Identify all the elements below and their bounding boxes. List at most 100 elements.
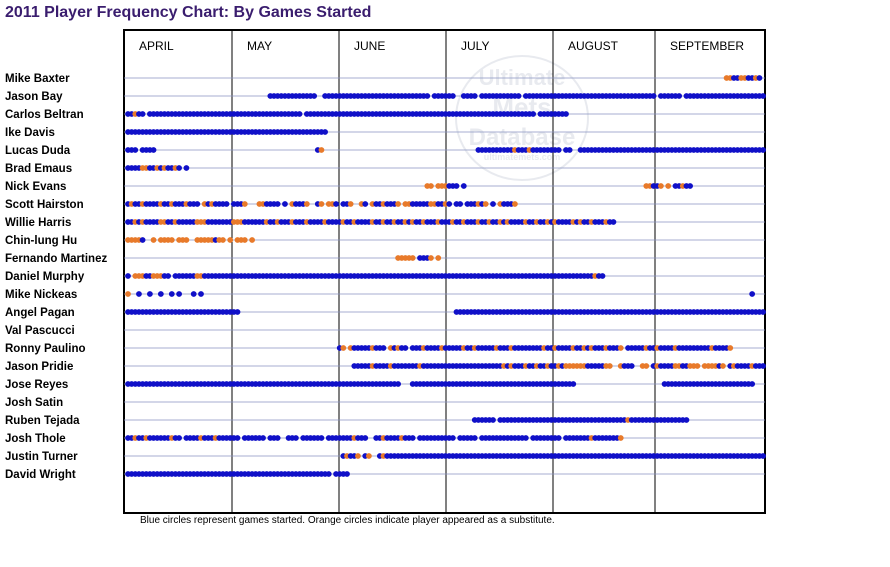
game-substitute-dot	[355, 453, 361, 459]
game-substitute-dot	[409, 255, 416, 261]
game-started-dot	[344, 471, 350, 477]
game-substitute-dot	[241, 237, 248, 243]
month-label-august: AUGUST	[568, 39, 619, 53]
game-started-dot	[157, 291, 164, 297]
player-label: Carlos Beltran	[5, 109, 84, 121]
player-label: Josh Satin	[5, 397, 63, 409]
game-started-dot	[139, 237, 146, 243]
game-started-dot	[563, 111, 569, 117]
game-started-dot	[449, 93, 456, 99]
game-started-dot	[628, 363, 635, 369]
player-games-row	[125, 471, 350, 477]
game-started-dot	[530, 111, 537, 117]
game-started-dot	[555, 147, 562, 153]
player-label: Fernando Martinez	[5, 253, 107, 265]
game-started-dot	[234, 435, 241, 441]
game-started-dot	[274, 201, 281, 207]
game-started-dot	[311, 93, 318, 99]
game-started-dot	[760, 93, 766, 99]
player-label: Ronny Paulino	[5, 343, 86, 355]
month-label-september: SEPTEMBER	[670, 39, 744, 53]
game-started-dot	[318, 435, 325, 441]
game-started-dot	[676, 93, 683, 99]
game-substitute-dot	[183, 237, 190, 243]
game-started-dot	[566, 147, 573, 153]
game-started-dot	[471, 435, 478, 441]
game-started-dot	[362, 435, 369, 441]
game-started-dot	[333, 201, 339, 207]
game-started-dot	[760, 309, 766, 315]
game-substitute-dot	[318, 147, 325, 153]
game-started-dot	[190, 291, 197, 297]
player-games-row	[125, 165, 190, 171]
game-started-dot	[687, 183, 693, 189]
game-substitute-dot	[366, 453, 372, 459]
player-label: Justin Turner	[5, 451, 78, 463]
player-label: Jose Reyes	[5, 379, 68, 391]
month-label-april: APRIL	[139, 39, 174, 53]
game-started-dot	[749, 381, 756, 387]
game-substitute-dot	[249, 237, 256, 243]
game-started-dot	[409, 435, 416, 441]
game-started-dot	[424, 93, 431, 99]
game-started-dot	[683, 417, 690, 423]
month-label-may: MAY	[247, 39, 272, 53]
game-started-dot	[282, 201, 288, 207]
game-started-dot	[522, 435, 529, 441]
game-started-dot	[650, 93, 657, 99]
game-started-dot	[610, 219, 617, 225]
game-started-dot	[132, 147, 139, 153]
game-started-dot	[471, 93, 478, 99]
player-games-row	[125, 381, 756, 387]
game-substitute-dot	[617, 345, 624, 351]
player-games-row	[125, 111, 569, 117]
player-label: Mike Baxter	[5, 73, 70, 85]
player-label: Jason Pridie	[5, 361, 73, 373]
game-substitute-dot	[125, 291, 131, 297]
game-substitute-dot	[428, 255, 434, 261]
player-games-row	[125, 273, 606, 279]
player-games-row	[267, 93, 766, 99]
player-label: Daniel Murphy	[5, 271, 85, 283]
game-started-dot	[147, 291, 153, 297]
game-started-dot	[570, 381, 577, 387]
game-substitute-dot	[606, 363, 613, 369]
player-games-row	[471, 417, 690, 423]
game-substitute-dot	[303, 201, 310, 207]
game-started-dot	[168, 291, 175, 297]
watermark-line1: Ultimate	[479, 65, 566, 90]
game-substitute-dot	[395, 201, 401, 207]
player-label: Ike Davis	[5, 127, 55, 139]
game-started-dot	[198, 291, 204, 297]
game-started-dot	[183, 165, 190, 171]
game-substitute-dot	[150, 237, 157, 243]
plot-frame	[123, 29, 766, 514]
game-started-dot	[395, 381, 401, 387]
game-started-dot	[274, 435, 281, 441]
game-substitute-dot	[658, 183, 664, 189]
game-started-dot	[322, 129, 328, 135]
player-games-row	[351, 363, 766, 369]
player-games-row	[424, 183, 693, 189]
game-started-dot	[749, 291, 756, 297]
game-started-dot	[457, 201, 464, 207]
player-label: Brad Emaus	[5, 163, 72, 175]
game-substitute-dot	[340, 345, 347, 351]
game-started-dot	[446, 201, 453, 207]
player-label: Jason Bay	[5, 91, 63, 103]
watermark-line3: Database	[469, 124, 576, 151]
player-games-row	[125, 435, 624, 441]
game-substitute-dot	[694, 363, 701, 369]
game-substitute-dot	[318, 201, 325, 207]
game-substitute-dot	[727, 345, 734, 351]
game-substitute-dot	[665, 183, 672, 189]
player-games-row	[395, 255, 442, 261]
game-started-dot	[223, 201, 230, 207]
game-started-dot	[234, 309, 241, 315]
game-substitute-dot	[643, 363, 650, 369]
player-label: David Wright	[5, 469, 76, 481]
game-started-dot	[380, 345, 387, 351]
game-substitute-dot	[720, 363, 726, 369]
game-started-dot	[165, 273, 172, 279]
